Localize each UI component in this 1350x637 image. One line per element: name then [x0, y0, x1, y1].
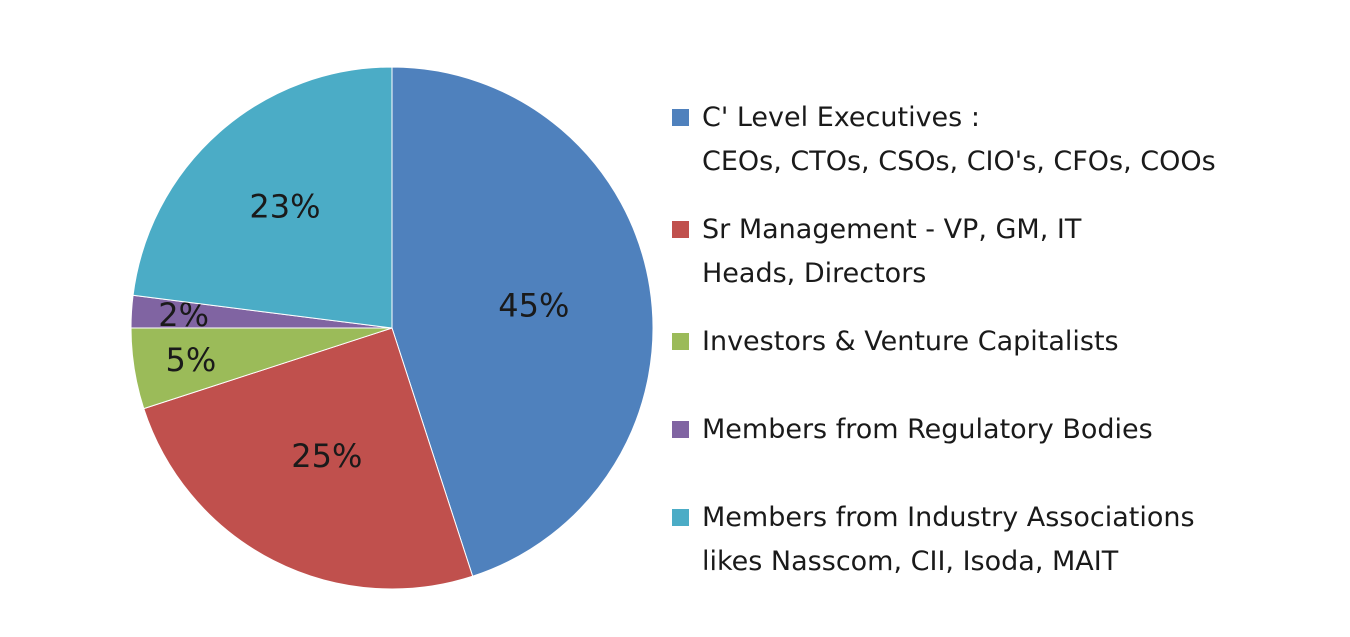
slice-value-label: 5%	[166, 341, 217, 379]
legend-swatch	[672, 421, 689, 438]
legend-label: Investors & Venture Capitalists	[702, 326, 1119, 357]
pie-chart: 45%25%5%2%23%	[130, 66, 654, 590]
legend-swatch	[672, 333, 689, 350]
slice-value-label: 45%	[498, 287, 569, 325]
slice-value-label: 25%	[291, 437, 362, 475]
legend-item-regulatory: Members from Regulatory Bodies	[672, 408, 1312, 496]
legend-swatch	[672, 109, 689, 126]
legend-swatch	[672, 509, 689, 526]
legend-item-industry-associations: Members from Industry Associations likes…	[672, 496, 1312, 584]
pie-slice	[391, 66, 654, 577]
legend-label: Members from Regulatory Bodies	[702, 414, 1153, 445]
legend-label: CEOs, CTOs, CSOs, CIO's, CFOs, COOs	[702, 146, 1216, 177]
legend-item-c-level: C' Level Executives : CEOs, CTOs, CSOs, …	[672, 96, 1312, 208]
slice-value-label: 23%	[249, 188, 320, 226]
pie-slice	[132, 66, 393, 329]
legend-item-investors: Investors & Venture Capitalists	[672, 320, 1312, 408]
legend-label: likes Nasscom, CII, Isoda, MAIT	[702, 546, 1119, 577]
legend-label: Sr Management - VP, GM, IT	[702, 214, 1082, 245]
legend-swatch	[672, 221, 689, 238]
legend-label: Heads, Directors	[702, 258, 927, 289]
legend-label: C' Level Executives :	[702, 102, 980, 133]
legend-item-sr-management: Sr Management - VP, GM, IT Heads, Direct…	[672, 208, 1312, 320]
legend-label: Members from Industry Associations	[702, 502, 1195, 533]
chart-legend: C' Level Executives : CEOs, CTOs, CSOs, …	[672, 96, 1312, 584]
pie-slice	[143, 327, 474, 590]
